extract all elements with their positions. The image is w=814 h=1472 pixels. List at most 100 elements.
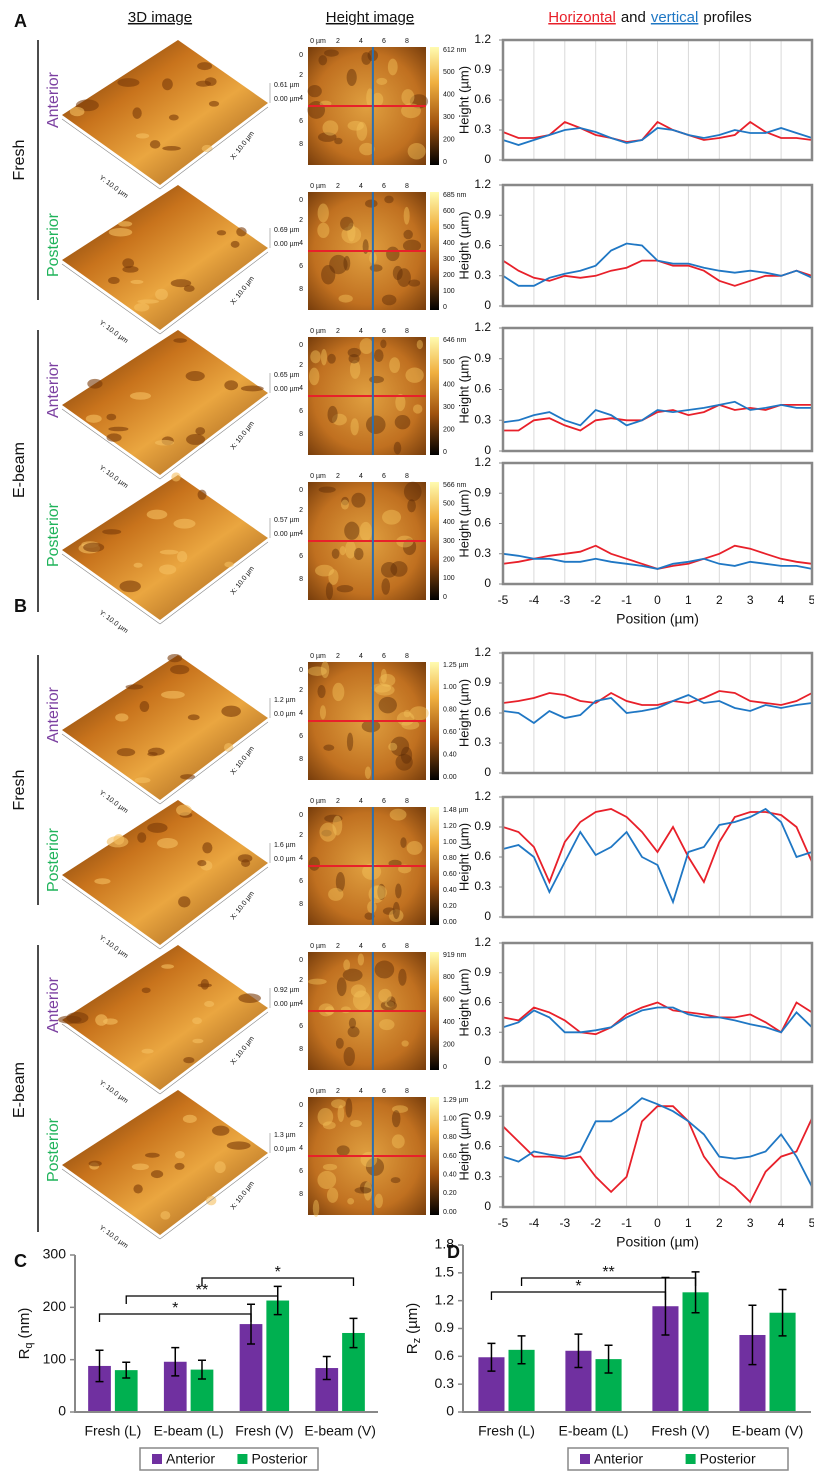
y-tick-label: 0 — [58, 1403, 66, 1419]
y-tick-label: 1.2 — [474, 1078, 491, 1092]
y-tick-label: 100 — [43, 1350, 67, 1366]
image-top-label: 0 µm — [310, 943, 326, 950]
height-texture — [324, 49, 339, 56]
x-tick-label: 5 — [809, 593, 814, 607]
surface-bump — [195, 427, 205, 435]
surface-bump — [106, 414, 116, 421]
height-texture — [382, 295, 397, 306]
height-texture — [332, 816, 342, 836]
axis-label-y: Y: 10.0 µm — [98, 789, 129, 815]
legend-swatch — [152, 1454, 162, 1464]
x-tick-label: 2 — [716, 1216, 723, 1230]
height-texture — [402, 1040, 409, 1046]
height-texture — [344, 1047, 355, 1066]
image-left-label: 6 — [299, 878, 303, 885]
image-left-label: 6 — [299, 118, 303, 125]
image-left-label: 4 — [299, 95, 303, 102]
surface-bump — [150, 140, 161, 148]
surface-bump — [89, 1161, 102, 1167]
image-left-label: 2 — [299, 507, 303, 514]
surface-bump — [224, 562, 234, 568]
colorbar-label: 566 nm — [443, 482, 467, 489]
image-left-label: 4 — [299, 240, 303, 247]
surface-bump — [130, 280, 143, 284]
height-texture — [317, 685, 325, 698]
colorbar-label: 0 — [443, 449, 447, 456]
legend-label: Posterior — [700, 1451, 756, 1467]
height-texture — [405, 368, 423, 383]
colorbar-label: 0.60 — [443, 729, 457, 736]
surface-bump — [122, 258, 134, 268]
height-texture — [328, 406, 338, 423]
colorbar-label: 500 — [443, 359, 455, 366]
image-top-label: 4 — [359, 38, 363, 45]
y-tick-label: 0.9 — [474, 675, 491, 689]
height-texture — [361, 52, 371, 65]
height-texture — [359, 338, 373, 354]
colorbar — [430, 952, 439, 1070]
surface-bump — [147, 823, 167, 833]
image-left-label: 8 — [299, 431, 303, 438]
axis-label-y: Y: 10.0 µm — [98, 934, 129, 960]
surface-bump — [113, 834, 124, 845]
y-tick-label: 1.2 — [474, 455, 491, 469]
image-top-label: 0 µm — [310, 328, 326, 335]
x-tick-label: 4 — [778, 1216, 785, 1230]
surface-bump — [102, 529, 121, 534]
colorbar-label: 1.48 µm — [443, 807, 469, 814]
y-tick-label: 0.6 — [474, 1139, 491, 1153]
height-texture — [365, 199, 377, 207]
colorbar-label: 0.00 — [443, 919, 457, 926]
surface-bump — [117, 78, 139, 87]
image-left-label: 6 — [299, 553, 303, 560]
z-label: 1.3 µm — [274, 1132, 296, 1139]
surface-bump — [160, 1211, 170, 1220]
surface-bump — [227, 1141, 251, 1149]
height-texture — [318, 204, 329, 223]
group-label: E-beam — [11, 442, 28, 498]
surface-label: Anterior — [45, 686, 62, 743]
colorbar-label: 200 — [443, 1041, 455, 1048]
y-axis-label: Height (µm) — [456, 211, 471, 279]
surface-bump — [118, 221, 132, 226]
height-texture — [392, 1110, 401, 1127]
surface-bump — [192, 1039, 203, 1044]
image-top-label: 4 — [359, 943, 363, 950]
height-texture — [322, 120, 338, 135]
z-label: 1.6 µm — [274, 842, 296, 849]
heading-profiles: Horizontalandverticalprofiles — [548, 9, 751, 26]
group-label: E-beam — [11, 1062, 28, 1118]
colorbar-label: 0 — [443, 159, 447, 166]
colorbar-label: 500 — [443, 501, 455, 508]
height-texture — [327, 354, 335, 364]
height-texture — [375, 684, 395, 695]
image-top-label: 0 µm — [310, 653, 326, 660]
x-tick-label: E-beam (L) — [154, 1423, 224, 1439]
y-tick-label: 0.3 — [474, 1024, 491, 1038]
y-tick-label: 0.6 — [474, 238, 491, 252]
height-texture — [391, 1177, 401, 1183]
y-axis-label: Height (µm) — [456, 355, 471, 423]
image-top-label: 6 — [382, 943, 386, 950]
y-tick-label: 0 — [484, 152, 491, 166]
colorbar-label: 1.25 µm — [443, 662, 469, 669]
surface-label: Anterior — [45, 361, 62, 418]
surface-bump — [95, 1014, 107, 1025]
axis-label-y: Y: 10.0 µm — [98, 319, 129, 345]
height-texture — [395, 884, 402, 899]
surface-bump — [183, 1115, 197, 1123]
surface-bump — [159, 564, 176, 574]
colorbar-label: 300 — [443, 256, 455, 263]
height-texture — [317, 223, 329, 238]
z-label: 0.00 µm — [274, 531, 300, 538]
height-texture — [386, 247, 399, 262]
height-texture — [417, 340, 423, 349]
height-texture — [344, 522, 359, 540]
height-texture — [382, 510, 401, 525]
image-top-label: 8 — [405, 473, 409, 480]
height-texture — [350, 1120, 362, 1127]
height-texture — [337, 585, 354, 592]
surface-bump — [161, 964, 174, 969]
colorbar-label: 100 — [443, 288, 455, 295]
height-texture — [341, 1006, 351, 1013]
